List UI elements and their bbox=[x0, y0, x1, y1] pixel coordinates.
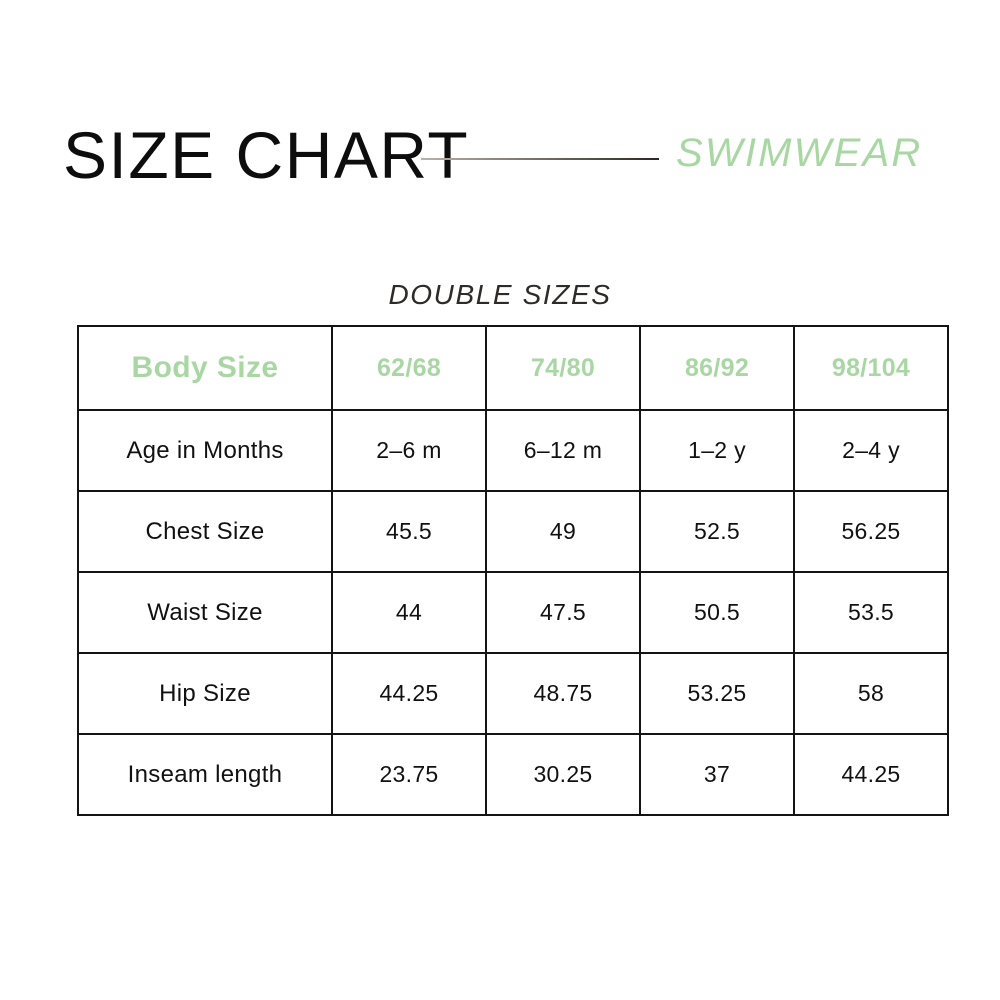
cell-hip-size-62-68: 44.25 bbox=[331, 652, 487, 735]
column-header-size-2: 74/80 bbox=[485, 325, 641, 411]
cell-inseam-length-62-68: 23.75 bbox=[331, 733, 487, 816]
title-divider-rule bbox=[421, 158, 659, 160]
cell-age-in-months-62-68: 2–6 m bbox=[331, 409, 487, 492]
cell-hip-size-98-104: 58 bbox=[793, 652, 949, 735]
cell-chest-size-98-104: 56.25 bbox=[793, 490, 949, 573]
cell-chest-size-74-80: 49 bbox=[485, 490, 641, 573]
table-row: Waist Size 44 47.5 50.5 53.5 bbox=[77, 571, 949, 654]
column-header-size-1: 62/68 bbox=[331, 325, 487, 411]
cell-age-in-months-98-104: 2–4 y bbox=[793, 409, 949, 492]
size-table: Body Size 62/68 74/80 86/92 98/104 Age i… bbox=[77, 325, 949, 816]
row-label-hip-size: Hip Size bbox=[77, 652, 333, 735]
category-label: SWIMWEAR bbox=[676, 131, 923, 175]
cell-waist-size-86-92: 50.5 bbox=[639, 571, 795, 654]
page-header: SIZE CHART SWIMWEAR bbox=[0, 118, 1000, 210]
size-table-container: Body Size 62/68 74/80 86/92 98/104 Age i… bbox=[77, 325, 949, 816]
row-label-waist-size: Waist Size bbox=[77, 571, 333, 654]
cell-chest-size-62-68: 45.5 bbox=[331, 490, 487, 573]
row-label-age-in-months: Age in Months bbox=[77, 409, 333, 492]
cell-age-in-months-86-92: 1–2 y bbox=[639, 409, 795, 492]
cell-waist-size-62-68: 44 bbox=[331, 571, 487, 654]
row-label-chest-size: Chest Size bbox=[77, 490, 333, 573]
table-header-row: Body Size 62/68 74/80 86/92 98/104 bbox=[77, 325, 949, 411]
column-header-size-4: 98/104 bbox=[793, 325, 949, 411]
column-header-body-size: Body Size bbox=[77, 325, 333, 411]
cell-hip-size-86-92: 53.25 bbox=[639, 652, 795, 735]
cell-inseam-length-74-80: 30.25 bbox=[485, 733, 641, 816]
cell-age-in-months-74-80: 6–12 m bbox=[485, 409, 641, 492]
table-row: Hip Size 44.25 48.75 53.25 58 bbox=[77, 652, 949, 735]
cell-waist-size-98-104: 53.5 bbox=[793, 571, 949, 654]
column-header-size-3: 86/92 bbox=[639, 325, 795, 411]
row-label-inseam-length: Inseam length bbox=[77, 733, 333, 816]
cell-hip-size-74-80: 48.75 bbox=[485, 652, 641, 735]
cell-waist-size-74-80: 47.5 bbox=[485, 571, 641, 654]
cell-inseam-length-86-92: 37 bbox=[639, 733, 795, 816]
page-title: SIZE CHART bbox=[63, 118, 470, 192]
table-row: Chest Size 45.5 49 52.5 56.25 bbox=[77, 490, 949, 573]
table-row: Age in Months 2–6 m 6–12 m 1–2 y 2–4 y bbox=[77, 409, 949, 492]
table-row: Inseam length 23.75 30.25 37 44.25 bbox=[77, 733, 949, 816]
cell-chest-size-86-92: 52.5 bbox=[639, 490, 795, 573]
cell-inseam-length-98-104: 44.25 bbox=[793, 733, 949, 816]
section-label: DOUBLE SIZES bbox=[388, 279, 612, 310]
